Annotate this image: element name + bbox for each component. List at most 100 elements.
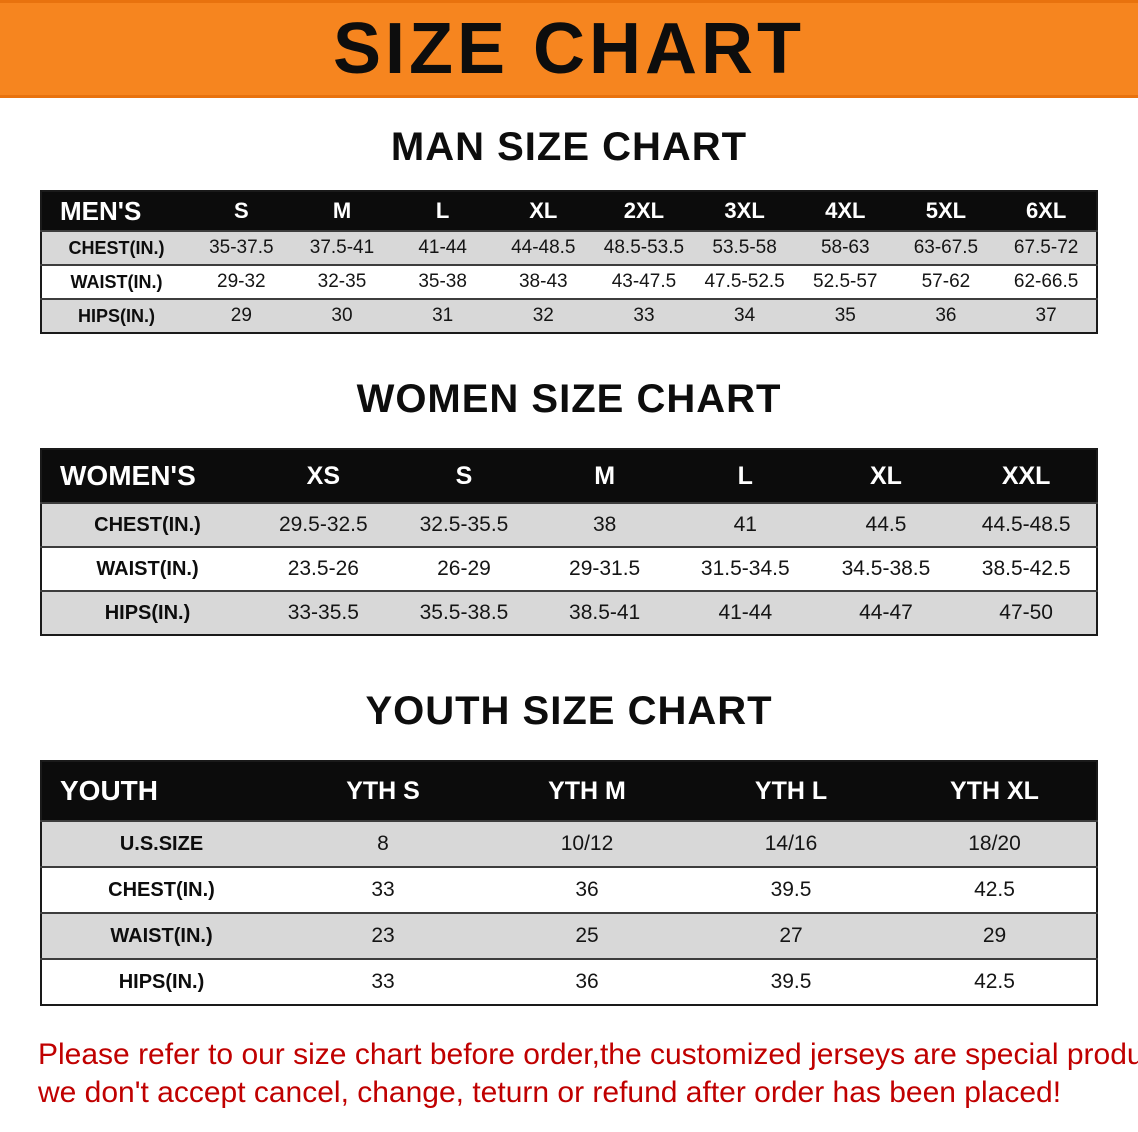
size-column-header: L <box>674 449 816 503</box>
size-cell: 14/16 <box>689 820 893 867</box>
size-column-header: 4XL <box>794 191 896 231</box>
size-column-header: 2XL <box>593 191 695 231</box>
table-row: HIPS(IN.) 33 36 39.5 42.5 <box>41 958 1097 1005</box>
youth-size-chart-heading: YOUTH SIZE CHART <box>365 689 773 733</box>
size-cell: 31 <box>392 298 493 333</box>
table-row: HIPS(IN.) 33-35.5 35.5-38.5 38.5-41 41-44 44-… <box>41 590 1097 635</box>
size-cell: 44.5 <box>815 502 957 547</box>
table-row: U.S.SIZE 8 10/12 14/16 18/20 <box>41 820 1097 867</box>
size-cell: 23 <box>281 912 485 959</box>
women-corner-label: WOMEN'S <box>41 449 253 503</box>
size-cell: 41-44 <box>674 590 816 635</box>
size-cell: 57-62 <box>895 264 997 299</box>
size-chart-title: SIZE CHART <box>333 9 805 89</box>
size-column-header: XL <box>815 449 957 503</box>
size-cell: 38.5-42.5 <box>956 546 1097 591</box>
size-column-header: YTH S <box>281 761 485 821</box>
size-cell: 32.5-35.5 <box>393 502 535 547</box>
size-column-header: YTH L <box>689 761 893 821</box>
size-cell: 42.5 <box>893 958 1097 1005</box>
size-cell: 44.5-48.5 <box>956 502 1097 547</box>
size-cell: 26-29 <box>393 546 535 591</box>
size-cell: 37 <box>996 298 1097 333</box>
size-cell: 52.5-57 <box>794 264 896 299</box>
size-cell: 27 <box>689 912 893 959</box>
size-column-header: 5XL <box>895 191 997 231</box>
size-cell: 29-32 <box>191 264 292 299</box>
size-cell: 44-48.5 <box>492 230 594 265</box>
size-cell: 42.5 <box>893 866 1097 913</box>
size-cell: 32-35 <box>291 264 393 299</box>
table-row: WAIST(IN.) 29-32 32-35 35-38 38-43 43-47.5 47.… <box>41 264 1097 299</box>
size-cell: 35.5-38.5 <box>393 590 535 635</box>
size-cell: 38.5-41 <box>534 590 675 635</box>
footer-line-2: we don't accept cancel, change, teturn o… <box>38 1075 1062 1109</box>
size-column-header: 6XL <box>996 191 1097 231</box>
size-cell: 62-66.5 <box>996 264 1097 299</box>
size-chart-banner: SIZE CHART <box>0 0 1138 98</box>
size-column-header: 3XL <box>694 191 795 231</box>
size-cell: 43-47.5 <box>593 264 695 299</box>
row-label: U.S.SIZE <box>41 820 281 867</box>
row-label: CHEST(IN.) <box>41 866 281 913</box>
table-row: HIPS(IN.) 29 30 31 32 33 34 35 36 37 <box>41 298 1097 333</box>
row-label: HIPS(IN.) <box>41 958 281 1005</box>
size-cell: 53.5-58 <box>694 230 795 265</box>
size-column-header: M <box>291 191 393 231</box>
size-cell: 31.5-34.5 <box>674 546 816 591</box>
size-column-header: L <box>392 191 493 231</box>
women-header-row: WOMEN'S XS S M L XL XXL <box>41 449 1097 503</box>
size-cell: 33-35.5 <box>253 590 394 635</box>
size-cell: 29.5-32.5 <box>253 502 394 547</box>
youth-size-table: YOUTH YTH S YTH M YTH L YTH XL U.S.SIZE 8 10/12… <box>40 760 1098 1006</box>
size-cell: 41 <box>674 502 816 547</box>
man-size-chart-heading: MAN SIZE CHART <box>390 125 748 169</box>
size-cell: 33 <box>281 866 485 913</box>
size-column-header: S <box>191 191 292 231</box>
size-column-header: XL <box>492 191 594 231</box>
size-cell: 38-43 <box>492 264 594 299</box>
youth-header-row: YOUTH YTH S YTH M YTH L YTH XL <box>41 761 1097 821</box>
size-cell: 36 <box>895 298 997 333</box>
women-size-chart-heading: WOMEN SIZE CHART <box>356 377 782 421</box>
size-cell: 35-37.5 <box>191 230 292 265</box>
table-row: WAIST(IN.) 23.5-26 26-29 29-31.5 31.5-34.5 34… <box>41 546 1097 591</box>
row-label: CHEST(IN.) <box>41 230 191 265</box>
size-cell: 37.5-41 <box>291 230 393 265</box>
size-cell: 38 <box>534 502 675 547</box>
size-cell: 29 <box>191 298 292 333</box>
size-cell: 39.5 <box>689 866 893 913</box>
table-row: CHEST(IN.) 35-37.5 37.5-41 41-44 44-48.5 48.5… <box>41 230 1097 265</box>
size-cell: 47-50 <box>956 590 1097 635</box>
size-cell: 29-31.5 <box>534 546 675 591</box>
size-cell: 48.5-53.5 <box>593 230 695 265</box>
row-label: CHEST(IN.) <box>41 502 253 547</box>
size-cell: 44-47 <box>815 590 957 635</box>
size-cell: 29 <box>893 912 1097 959</box>
size-cell: 41-44 <box>392 230 493 265</box>
size-column-header: YTH XL <box>893 761 1097 821</box>
size-cell: 36 <box>485 958 689 1005</box>
size-cell: 39.5 <box>689 958 893 1005</box>
table-row: CHEST(IN.) 29.5-32.5 32.5-35.5 38 41 44.5 44.5… <box>41 502 1097 547</box>
size-column-header: S <box>393 449 535 503</box>
size-cell: 30 <box>291 298 393 333</box>
size-column-header: M <box>534 449 675 503</box>
footer-line-1: Please refer to our size chart before or… <box>38 1038 1138 1071</box>
men-corner-label: MEN'S <box>41 191 191 231</box>
row-label: WAIST(IN.) <box>41 546 253 591</box>
size-cell: 8 <box>281 820 485 867</box>
size-column-header: YTH M <box>485 761 689 821</box>
size-cell: 18/20 <box>893 820 1097 867</box>
size-cell: 63-67.5 <box>895 230 997 265</box>
men-header-row: MEN'S S M L XL 2XL 3XL 4XL 5XL 6XL <box>41 191 1097 231</box>
youth-corner-label: YOUTH <box>41 761 281 821</box>
size-cell: 35 <box>794 298 896 333</box>
size-cell: 36 <box>485 866 689 913</box>
size-cell: 34 <box>694 298 795 333</box>
size-cell: 58-63 <box>794 230 896 265</box>
size-cell: 33 <box>593 298 695 333</box>
size-cell: 25 <box>485 912 689 959</box>
size-cell: 47.5-52.5 <box>694 264 795 299</box>
